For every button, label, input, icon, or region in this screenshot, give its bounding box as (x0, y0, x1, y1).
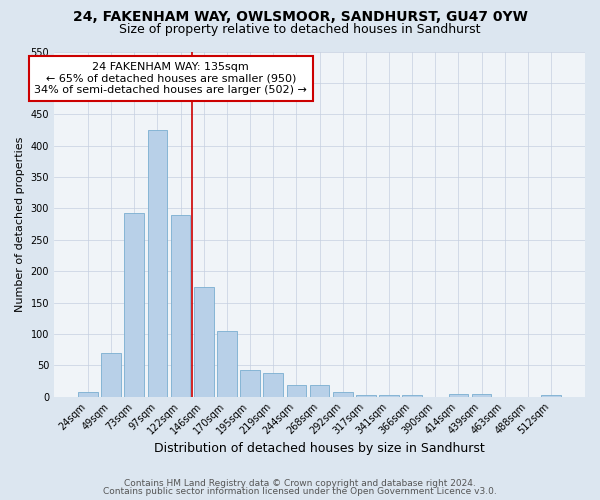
Bar (148, 130, 167, 396)
Bar (263, 373, 283, 396)
Bar (124, 214, 144, 396)
Bar (240, 370, 260, 396)
Text: Contains HM Land Registry data © Crown copyright and database right 2024.: Contains HM Land Registry data © Crown c… (124, 478, 476, 488)
Bar (217, 331, 237, 396)
Bar (333, 392, 353, 396)
Text: Size of property relative to detached houses in Sandhurst: Size of property relative to detached ho… (119, 22, 481, 36)
Bar (171, 214, 190, 396)
X-axis label: Distribution of detached houses by size in Sandhurst: Distribution of detached houses by size … (154, 442, 485, 455)
Bar (287, 386, 306, 396)
Bar (194, 287, 214, 397)
Bar (78, 392, 98, 396)
Y-axis label: Number of detached properties: Number of detached properties (15, 136, 25, 312)
Text: Contains public sector information licensed under the Open Government Licence v3: Contains public sector information licen… (103, 487, 497, 496)
Bar (449, 394, 468, 396)
Text: 24 FAKENHAM WAY: 135sqm
← 65% of detached houses are smaller (950)
34% of semi-d: 24 FAKENHAM WAY: 135sqm ← 65% of detache… (34, 62, 307, 95)
Bar (101, 352, 121, 397)
Bar (541, 395, 561, 396)
Bar (472, 394, 491, 396)
Bar (310, 386, 329, 396)
Text: 24, FAKENHAM WAY, OWLSMOOR, SANDHURST, GU47 0YW: 24, FAKENHAM WAY, OWLSMOOR, SANDHURST, G… (73, 10, 527, 24)
